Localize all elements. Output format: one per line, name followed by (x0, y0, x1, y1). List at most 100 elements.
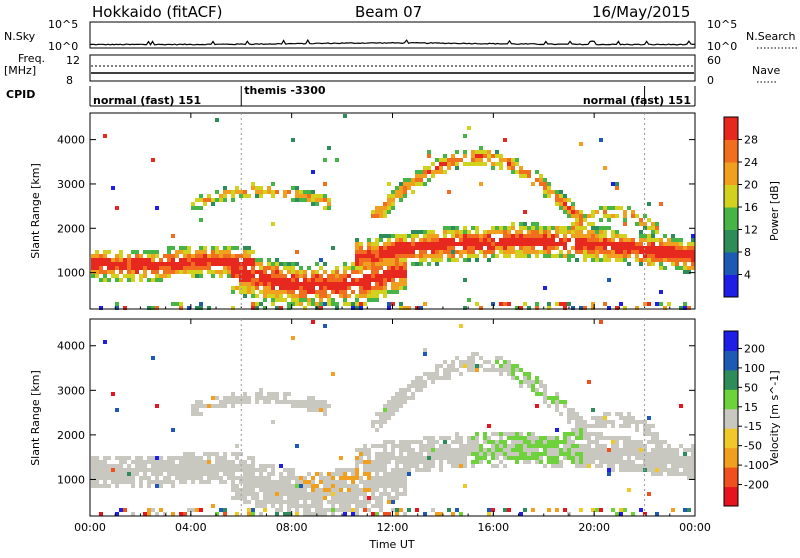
heatmap-cell (451, 158, 455, 162)
heatmap-cell (511, 452, 515, 456)
heatmap-cell (515, 230, 519, 234)
heatmap-cell (243, 496, 247, 500)
heatmap-cell (471, 238, 475, 242)
heatmap-cell (507, 238, 511, 242)
heatmap-cell (271, 472, 275, 476)
radar-title: Hokkaido (fitACF) (92, 3, 223, 21)
heatmap-cell (231, 480, 235, 484)
heatmap-cell (615, 242, 619, 246)
heatmap-cell (503, 440, 507, 444)
heatmap-cell (95, 254, 99, 258)
heatmap-cell (359, 290, 363, 294)
heatmap-cell (579, 246, 583, 250)
heatmap-cell (667, 238, 671, 242)
heatmap-cell (619, 508, 623, 512)
heatmap-cell (311, 290, 315, 294)
heatmap-cell (355, 492, 359, 496)
heatmap-cell (519, 452, 523, 456)
heatmap-cell (571, 206, 575, 210)
heatmap-cell (311, 476, 315, 480)
heatmap-cell (91, 270, 95, 274)
heatmap-cell (631, 452, 635, 456)
heatmap-cell (623, 254, 627, 258)
heatmap-cell (391, 496, 395, 500)
heatmap-cell (351, 508, 355, 512)
heatmap-cell (207, 476, 211, 480)
heatmap-cell (515, 364, 519, 368)
heatmap-cell (655, 226, 659, 230)
heatmap-cell (563, 436, 567, 440)
heatmap-cell (387, 440, 391, 444)
heatmap-cell (259, 302, 263, 306)
heatmap-cell (635, 424, 639, 428)
heatmap-cell (435, 258, 439, 262)
heatmap-cell (231, 396, 235, 400)
heatmap-cell (251, 286, 255, 290)
heatmap-cell (491, 238, 495, 242)
heatmap-cell (675, 238, 679, 242)
heatmap-cell (447, 190, 451, 194)
heatmap-cell (571, 416, 575, 420)
heatmap-cell (467, 250, 471, 254)
heatmap-cell (319, 404, 323, 408)
heatmap-cell (399, 278, 403, 282)
heatmap-cell (295, 302, 299, 306)
heatmap-cell (179, 246, 183, 250)
heatmap-cell (203, 472, 207, 476)
heatmap-cell (595, 210, 599, 214)
heatmap-cell (679, 254, 683, 258)
heatmap-cell (311, 302, 315, 306)
heatmap-cell (547, 234, 551, 238)
heatmap-cell (235, 286, 239, 290)
heatmap-cell (275, 480, 279, 484)
heatmap-cell (647, 218, 651, 222)
heatmap-cell (603, 206, 607, 210)
heatmap-cell (507, 246, 511, 250)
heatmap-cell (131, 480, 135, 484)
heatmap-cell (579, 210, 583, 214)
heatmap-cell (235, 476, 239, 480)
heatmap-cell (239, 396, 243, 400)
heatmap-cell (567, 432, 571, 436)
heatmap-cell (287, 472, 291, 476)
heatmap-cell (263, 266, 267, 270)
heatmap-cell (251, 274, 255, 278)
heatmap-cell (639, 456, 643, 460)
heatmap-cell (431, 246, 435, 250)
heatmap-cell (491, 166, 495, 170)
heatmap-cell (323, 262, 327, 266)
heatmap-cell (375, 428, 379, 432)
heatmap-cell (691, 452, 695, 456)
heatmap-cell (451, 448, 455, 452)
heatmap-cell (171, 428, 175, 432)
heatmap-cell (103, 480, 107, 484)
time-axis-label: Time UT (368, 538, 414, 551)
heatmap-cell (195, 274, 199, 278)
heatmap-cell (275, 492, 279, 496)
heatmap-cell (371, 492, 375, 496)
heatmap-cell (167, 246, 171, 250)
heatmap-cell (651, 246, 655, 250)
heatmap-cell (523, 238, 527, 242)
nsky-tick-high: 10^5 (48, 18, 78, 31)
heatmap-cell (639, 242, 643, 246)
heatmap-cell (635, 444, 639, 448)
heatmap-cell (227, 472, 231, 476)
heatmap-cell (611, 214, 615, 218)
heatmap-cell (647, 452, 651, 456)
heatmap-cell (119, 270, 123, 274)
heatmap-cell (567, 436, 571, 440)
heatmap-cell (551, 190, 555, 194)
heatmap-cell (555, 436, 559, 440)
heatmap-cell (579, 428, 583, 432)
heatmap-cell (319, 194, 323, 198)
heatmap-cell (315, 274, 319, 278)
heatmap-cell (95, 250, 99, 254)
heatmap-cell (655, 468, 659, 472)
heatmap-cell (443, 250, 447, 254)
heatmap-cell (455, 448, 459, 452)
heatmap-cell (191, 262, 195, 266)
heatmap-cell (371, 468, 375, 472)
heatmap-cell (403, 190, 407, 194)
heatmap-cell (115, 266, 119, 270)
